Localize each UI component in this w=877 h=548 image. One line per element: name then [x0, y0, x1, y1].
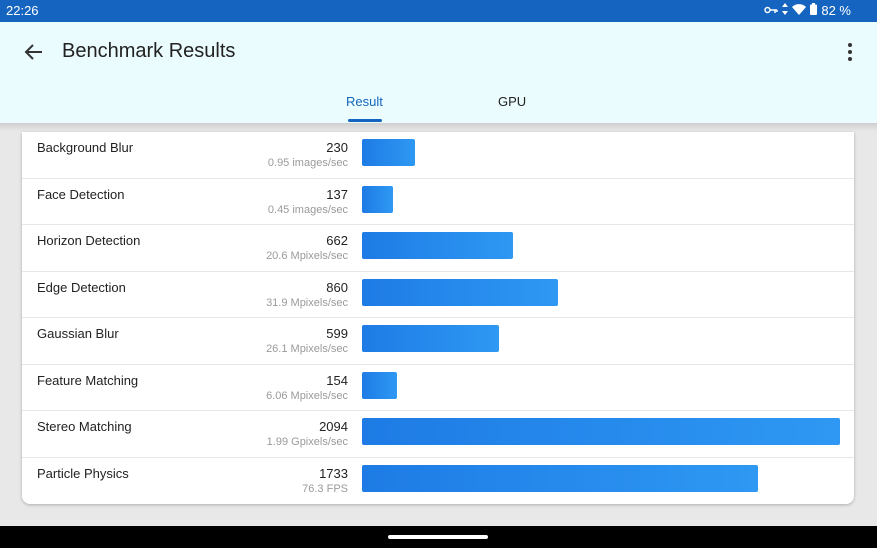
score-bar [362, 139, 415, 166]
test-name: Feature Matching [37, 372, 139, 388]
result-row: Feature Matching 154 6.06 Mpixels/sec [22, 365, 854, 411]
status-icons: 82 % [764, 3, 851, 18]
score-bar [362, 418, 840, 445]
app-bar: Benchmark Results Result GPU [0, 22, 877, 123]
test-rate: 20.6 Mpixels/sec [266, 250, 348, 262]
vpn-key-icon [764, 3, 779, 18]
test-name: Face Detection [37, 186, 125, 202]
test-rate: 1.99 Gpixels/sec [266, 436, 348, 448]
test-score: 662 [326, 233, 348, 248]
test-name: Particle Physics [37, 465, 129, 481]
test-score: 1733 [319, 465, 348, 481]
test-rate: 76.3 FPS [302, 482, 348, 495]
test-score: 137 [326, 186, 348, 202]
test-name: Background Blur [37, 140, 134, 155]
result-row: Face Detection 137 0.45 images/sec [22, 179, 854, 225]
score-bar [362, 371, 397, 399]
test-score: 154 [326, 372, 348, 388]
test-score: 860 [326, 279, 348, 295]
test-score: 230 [326, 140, 348, 155]
header-shadow [0, 123, 877, 131]
test-rate: 31.9 Mpixels/sec [266, 296, 348, 309]
test-name: Edge Detection [37, 279, 126, 295]
result-row: Horizon Detection 662 20.6 Mpixels/sec [22, 225, 854, 272]
battery-percent: 82 % [821, 3, 851, 18]
tab-result[interactable]: Result [346, 94, 383, 109]
home-gesture-handle[interactable] [388, 535, 488, 539]
test-rate: 0.95 images/sec [267, 157, 348, 169]
test-name: Gaussian Blur [37, 326, 119, 341]
score-bar [362, 325, 499, 352]
result-row: Gaussian Blur 599 26.1 Mpixels/sec [22, 318, 854, 365]
data-arrows-icon [782, 3, 789, 18]
page-title: Benchmark Results [62, 40, 236, 62]
result-row: Background Blur 230 0.95 images/sec [22, 132, 854, 179]
score-bar [362, 278, 558, 306]
test-rate: 26.1 Mpixels/sec [266, 343, 348, 355]
wifi-icon [792, 3, 807, 18]
battery-icon [810, 3, 818, 18]
test-score: 2094 [319, 419, 348, 434]
more-vert-icon[interactable] [838, 40, 862, 64]
score-bar [362, 464, 758, 492]
test-rate: 6.06 Mpixels/sec [266, 389, 348, 402]
result-row: Particle Physics 1733 76.3 FPS [22, 458, 854, 505]
test-name: Stereo Matching [37, 419, 132, 434]
results-card: Background Blur 230 0.95 images/sec Face… [22, 132, 854, 504]
system-nav-bar [0, 526, 877, 548]
score-bar [362, 185, 393, 213]
back-arrow-icon[interactable] [22, 40, 46, 64]
result-row: Stereo Matching 2094 1.99 Gpixels/sec [22, 411, 854, 458]
test-name: Horizon Detection [37, 233, 141, 248]
tab-gpu[interactable]: GPU [498, 94, 527, 109]
score-bar [362, 232, 513, 259]
tab-indicator [348, 119, 382, 122]
test-score: 599 [326, 326, 348, 341]
test-rate: 0.45 images/sec [267, 203, 348, 216]
status-time: 22:26 [6, 3, 39, 18]
status-bar: 22:26 82 % [0, 0, 877, 22]
result-row: Edge Detection 860 31.9 Mpixels/sec [22, 272, 854, 318]
